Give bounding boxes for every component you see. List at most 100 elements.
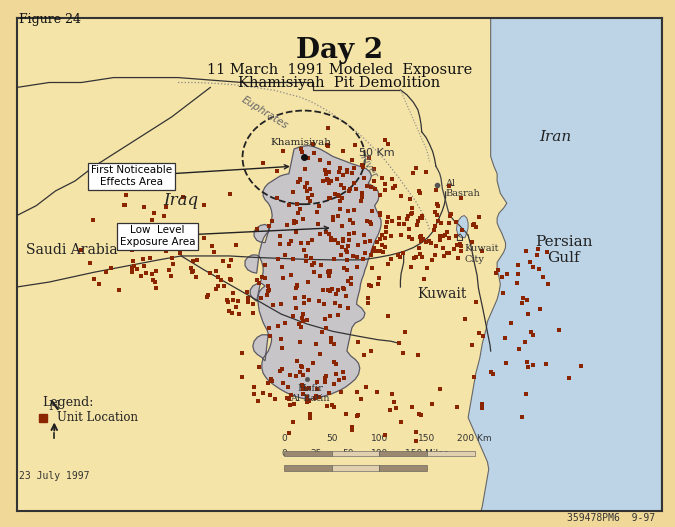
Point [290, 294, 300, 302]
Point [325, 338, 336, 347]
Point [325, 311, 336, 320]
Point [342, 242, 353, 250]
Point [343, 304, 354, 312]
Point [537, 273, 548, 281]
Point [299, 299, 310, 308]
Point [429, 226, 439, 234]
Point [292, 178, 303, 187]
Point [348, 206, 359, 214]
Point [292, 282, 302, 290]
Point [341, 246, 352, 255]
Point [370, 184, 381, 193]
Point [329, 298, 340, 307]
Point [297, 381, 308, 389]
Point [451, 218, 462, 226]
Point [277, 262, 288, 271]
Point [333, 191, 344, 199]
Point [467, 340, 478, 349]
Point [362, 299, 373, 308]
Point [335, 181, 346, 190]
Point [281, 220, 292, 229]
Text: 150: 150 [418, 434, 435, 443]
Point [355, 395, 366, 404]
Point [198, 234, 209, 242]
Point [324, 168, 335, 176]
Point [291, 356, 302, 365]
Point [326, 401, 337, 409]
Point [254, 363, 265, 371]
Point [321, 175, 332, 183]
Point [274, 366, 285, 375]
Point [324, 179, 335, 188]
Point [323, 267, 334, 275]
Point [427, 399, 437, 408]
Point [384, 406, 395, 414]
Point [316, 261, 327, 269]
Point [317, 286, 328, 294]
Point [493, 266, 504, 274]
Point [391, 404, 402, 412]
Point [335, 388, 346, 396]
Point [277, 379, 288, 387]
Point [468, 220, 479, 228]
Point [297, 314, 308, 323]
Point [334, 376, 345, 384]
Point [382, 259, 393, 268]
Point [294, 175, 305, 183]
Point [441, 227, 452, 236]
Point [519, 338, 530, 347]
Point [136, 233, 146, 242]
Point [127, 246, 138, 255]
Point [380, 243, 391, 251]
Point [388, 398, 399, 407]
Point [186, 264, 196, 272]
Point [236, 349, 247, 357]
Point [369, 164, 379, 173]
Point [396, 418, 406, 427]
Point [148, 209, 159, 218]
Point [352, 412, 362, 420]
Point [308, 140, 319, 148]
Point [364, 281, 375, 289]
Point [323, 124, 333, 132]
Point [522, 358, 533, 366]
Point [330, 370, 341, 378]
Point [477, 399, 487, 408]
Point [344, 216, 355, 225]
Point [445, 212, 456, 221]
Point [302, 154, 313, 162]
Point [306, 253, 317, 262]
Point [374, 247, 385, 255]
Point [119, 201, 130, 209]
Text: Figure 24: Figure 24 [19, 13, 81, 26]
Point [415, 233, 426, 241]
Point [243, 294, 254, 302]
Point [275, 231, 286, 240]
Text: 150 Miles: 150 Miles [405, 449, 449, 458]
Point [115, 237, 126, 246]
Point [281, 393, 292, 402]
Point [151, 284, 161, 292]
Point [88, 275, 99, 284]
Point [277, 147, 288, 155]
Point [306, 260, 317, 269]
Point [206, 241, 217, 250]
Point [327, 285, 338, 293]
Point [319, 315, 330, 324]
Point [371, 238, 382, 246]
Point [349, 141, 360, 150]
Point [137, 255, 148, 263]
Point [383, 140, 394, 148]
Point [302, 393, 313, 402]
Point [328, 216, 339, 224]
Point [126, 268, 137, 276]
Point [358, 351, 369, 359]
Point [334, 302, 345, 310]
Point [323, 230, 334, 238]
Point [211, 267, 222, 275]
Point [389, 182, 400, 191]
Point [302, 239, 313, 247]
Polygon shape [456, 216, 468, 238]
Point [138, 202, 149, 211]
Point [298, 310, 308, 318]
